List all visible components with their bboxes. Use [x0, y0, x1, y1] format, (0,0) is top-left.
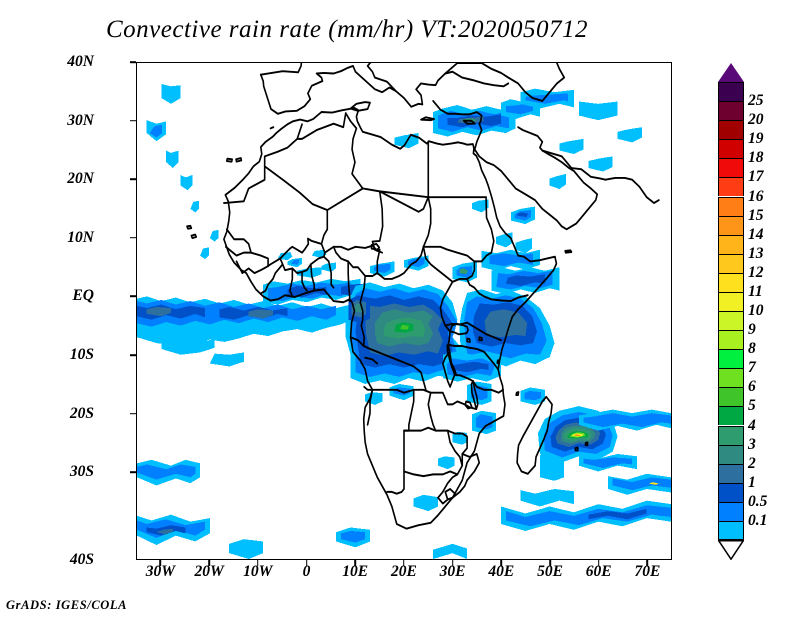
x-tick-mark: [403, 560, 405, 566]
colorbar-tick-label: 2: [748, 454, 756, 472]
y-tick-label: 30S: [69, 463, 94, 481]
x-tick-label: 60E: [585, 563, 612, 580]
y-tick-label: 40S: [69, 551, 94, 568]
colorbar-under-arrow-outline: [717, 540, 745, 561]
x-tick-mark: [549, 560, 551, 566]
colorbar-band: [718, 158, 744, 178]
colorbar-tick-label: 12: [748, 263, 764, 281]
colorbar-tick-label: 10: [748, 302, 764, 319]
colorbar-tick-label: 13: [748, 244, 764, 262]
colorbar-tick-label: 7: [748, 359, 756, 377]
x-tick-mark: [305, 560, 308, 566]
y-tick-mark: [130, 412, 136, 415]
colorbar-band: [718, 311, 744, 331]
colorbar-tick-label: 5: [748, 397, 756, 415]
colorbar-tick-label: 8: [748, 340, 756, 358]
colorbar-band: [718, 177, 744, 197]
y-tick-mark: [130, 119, 136, 122]
colorbar-band: [718, 349, 744, 369]
colorbar-tick-label: 0.1: [748, 511, 768, 529]
x-tick-mark: [500, 560, 503, 566]
y-tick-mark: [130, 295, 136, 298]
precip-layer: [137, 84, 671, 559]
colorbar-tick-label: 15: [748, 206, 764, 224]
x-tick-mark: [597, 560, 600, 566]
colorbar-band: [718, 272, 744, 292]
colorbar-tick-label: 11: [748, 282, 763, 300]
map-canvas: [137, 63, 671, 559]
y-tick-mark: [130, 237, 136, 239]
colorbar-tick-label: 25: [748, 92, 764, 110]
x-tick-label: 40E: [488, 563, 515, 580]
colorbar-tick-label: 20: [748, 111, 764, 129]
coastline-layer: [186, 63, 660, 530]
colorbar-band: [718, 482, 744, 502]
colorbar-tick-label: 6: [748, 378, 756, 396]
x-tick-label: 20W: [194, 563, 224, 580]
colorbar-band: [718, 120, 744, 140]
colorbar-band: [718, 139, 744, 159]
colorbar-tick-label: 16: [748, 187, 764, 205]
x-tick-mark: [159, 560, 162, 566]
colorbar-band: [718, 101, 744, 121]
colorbar-band: [718, 406, 744, 426]
y-tick-label: 30N: [67, 111, 94, 129]
y-tick-label: 20N: [67, 170, 94, 188]
colorbar-band: [718, 501, 744, 521]
colorbar-tick-label: 4: [748, 416, 756, 434]
x-tick-label: 0: [302, 563, 311, 580]
colorbar-tick-label: 1: [748, 473, 756, 491]
colorbar-band: [718, 425, 744, 445]
map-plot-area: [136, 62, 672, 560]
y-tick-label: 20S: [69, 404, 94, 422]
x-tick-label: 50E: [537, 563, 563, 580]
colorbar-tick-label: 14: [748, 225, 764, 243]
colorbar-tick-label: 17: [748, 168, 764, 186]
y-tick-label: EQ: [72, 287, 94, 305]
chart-title: Convective rain rate (mm/hr) VT:20200507…: [106, 16, 589, 43]
colorbar-tick-label: 3: [748, 435, 756, 453]
colorbar-tick-label: 19: [748, 130, 764, 148]
colorbar-band: [718, 82, 744, 102]
colorbar-band: [718, 215, 744, 235]
y-tick-mark: [130, 61, 136, 63]
y-tick-label: 40N: [67, 53, 94, 70]
colorbar-band: [718, 291, 744, 311]
y-tick-label: 10N: [67, 228, 94, 246]
colorbar-band: [718, 387, 744, 407]
x-tick-mark: [208, 560, 210, 566]
colorbar: 25 20 19 18 17 16 15 14 13 12 11 10 9 8 7 6 5 4 3 2 1 0.5 0.1: [717, 62, 767, 561]
x-tick-label: 70E: [634, 563, 661, 580]
colorbar-band: [718, 520, 744, 540]
y-tick-mark: [130, 354, 136, 356]
colorbar-band: [718, 463, 744, 483]
y-tick-mark: [130, 471, 136, 473]
x-tick-label: 30W: [145, 563, 176, 580]
colorbar-band: [718, 196, 744, 216]
x-tick-label: 20E: [390, 563, 417, 580]
colorbar-band: [718, 234, 744, 254]
x-tick-mark: [646, 560, 649, 566]
colorbar-band: [718, 368, 744, 388]
x-tick-mark: [451, 560, 454, 566]
x-tick-mark: [257, 560, 259, 566]
x-tick-label: 30E: [439, 563, 466, 580]
colorbar-band: [718, 444, 744, 464]
colorbar-tick-label: 18: [748, 149, 764, 167]
x-tick-mark: [354, 560, 356, 566]
x-tick-label: 10W: [243, 563, 273, 580]
colorbar-tick-label: 0.5: [748, 492, 768, 510]
colorbar-over-arrow: [718, 63, 744, 82]
y-tick-label: 10S: [69, 346, 94, 363]
attribution-footer: GrADS: IGES/COLA: [6, 598, 128, 612]
colorbar-band: [718, 330, 744, 350]
colorbar-band: [718, 253, 744, 273]
x-tick-label: 10E: [342, 563, 369, 580]
y-tick-mark: [130, 178, 136, 180]
colorbar-tick-label: 9: [748, 321, 756, 339]
